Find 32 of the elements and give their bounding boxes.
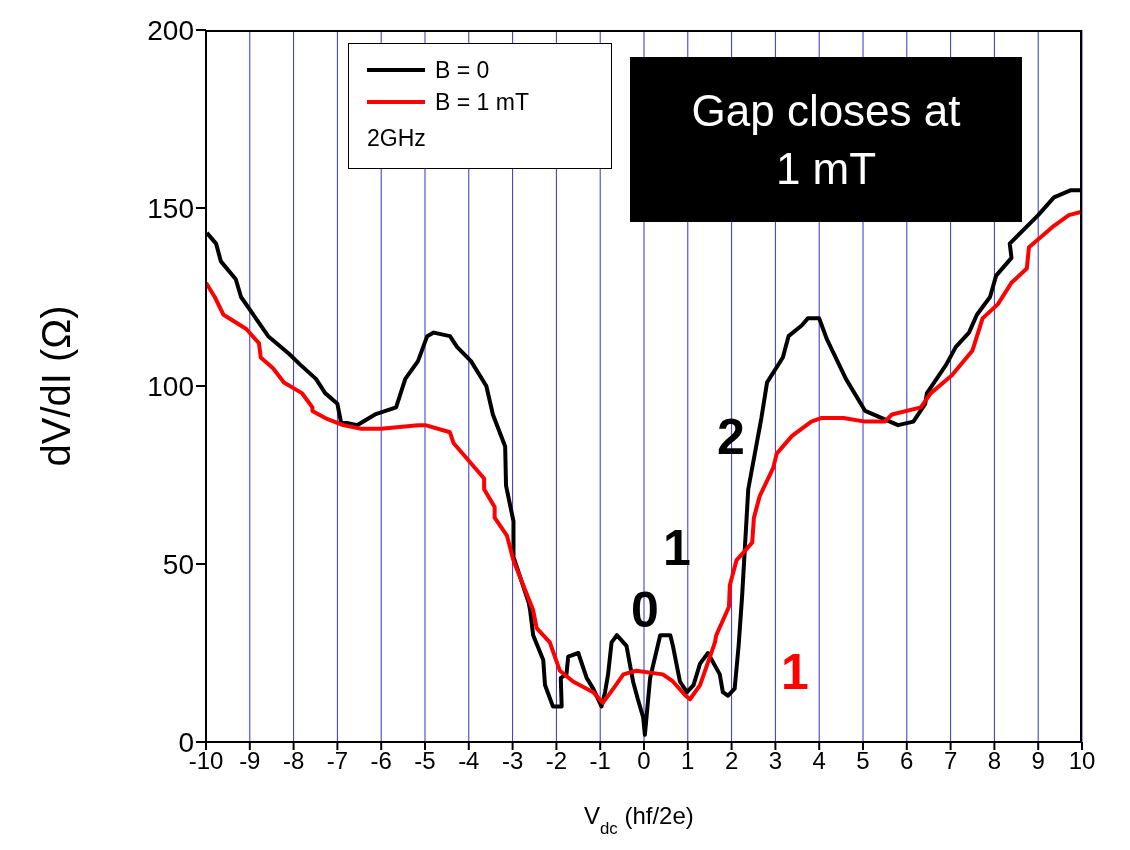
x-tick-label: 10 bbox=[1068, 747, 1096, 775]
x-tick-label: -2 bbox=[545, 747, 568, 775]
y-tick-label: 50 bbox=[162, 548, 194, 580]
x-tick-label: -6 bbox=[370, 747, 392, 775]
x-tick-label: 0 bbox=[637, 747, 651, 775]
y-tick-label: 100 bbox=[147, 370, 194, 402]
y-tick-label: 200 bbox=[147, 14, 194, 46]
x-tick-label: 3 bbox=[768, 747, 783, 775]
x-tick-label: -4 bbox=[458, 747, 480, 775]
x-tick-label: 5 bbox=[856, 747, 870, 775]
x-tick-label: 6 bbox=[900, 747, 914, 775]
y-axis-title: dV/dI (Ω) bbox=[34, 305, 79, 467]
x-tick-label: -5 bbox=[414, 747, 436, 775]
annotation: Gap closes at 1 mT bbox=[630, 57, 1022, 222]
annotation: 0 bbox=[631, 582, 659, 638]
x-tick-label: -8 bbox=[282, 747, 305, 775]
x-tick-label: -7 bbox=[326, 747, 349, 775]
x-axis-title: V$_{dc}$ (hf/2e) bbox=[584, 802, 694, 838]
legend-label: B = 0 bbox=[435, 56, 490, 84]
x-tick-label: 9 bbox=[1031, 747, 1045, 775]
annotation: 2GHz bbox=[367, 124, 427, 153]
x-tick-label: -1 bbox=[589, 747, 611, 775]
x-tick-label: -3 bbox=[501, 747, 524, 775]
x-tick-label: 4 bbox=[812, 747, 826, 775]
x-tick-label: 2 bbox=[724, 747, 739, 775]
x-tick-label: -9 bbox=[239, 747, 261, 775]
x-tick-label: 1 bbox=[681, 747, 695, 775]
x-tick-label: 8 bbox=[987, 747, 1002, 775]
annotation: 1 bbox=[781, 644, 809, 700]
y-tick-label: 150 bbox=[147, 192, 194, 224]
x-tick-label: 7 bbox=[943, 747, 958, 775]
legend-label: B = 1 mT bbox=[435, 88, 529, 116]
